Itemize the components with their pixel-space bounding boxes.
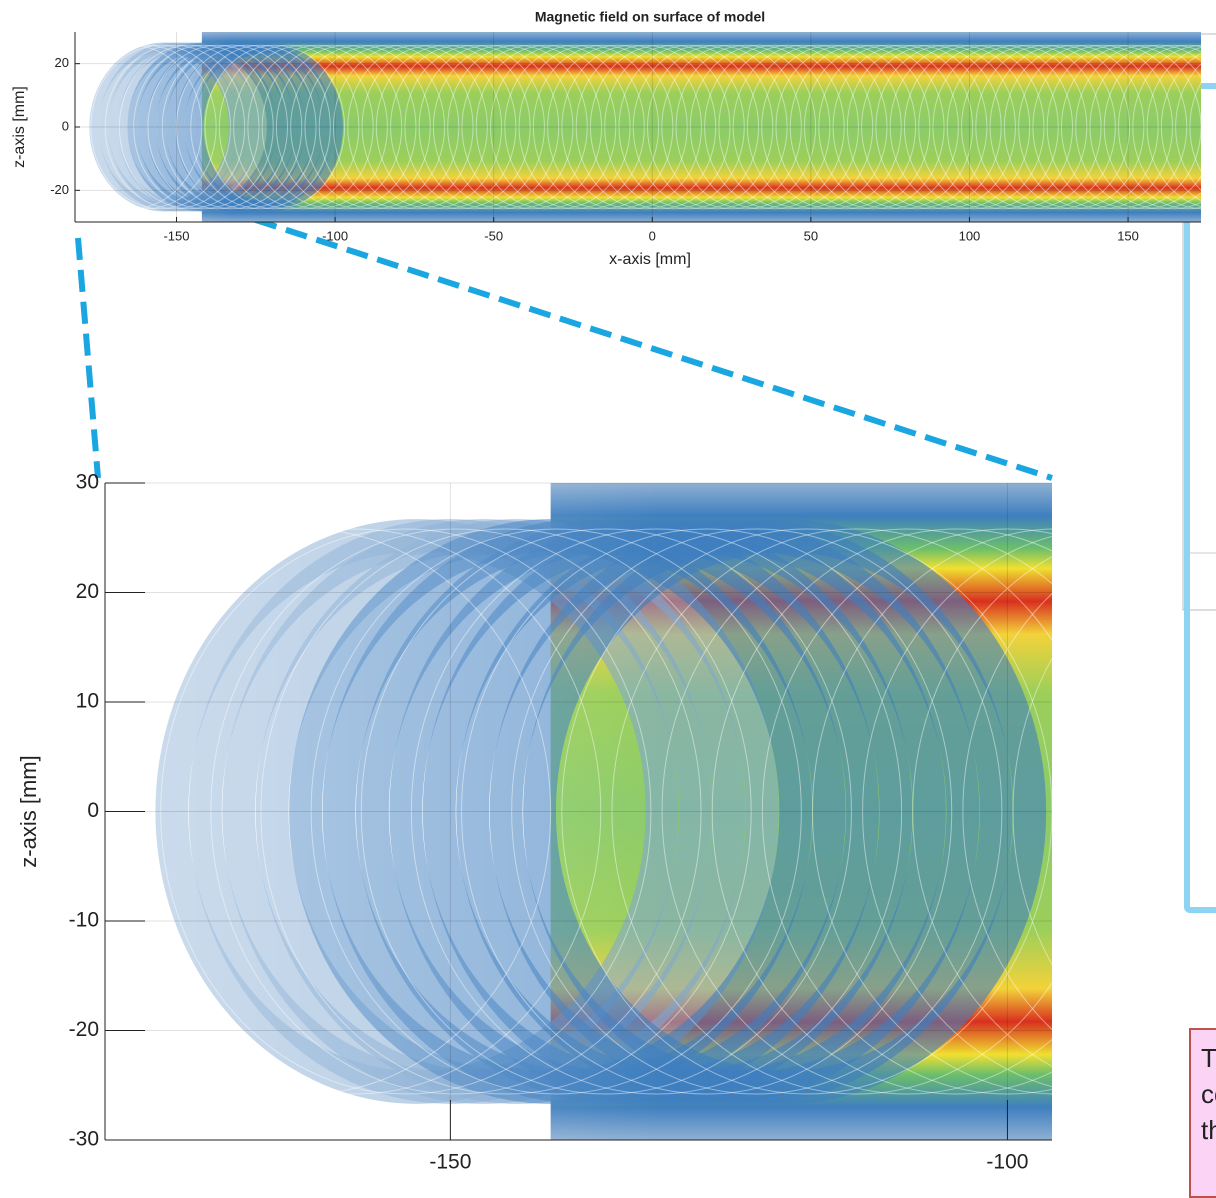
zoom-connector bbox=[78, 238, 98, 478]
y-tick-label: 10 bbox=[76, 690, 99, 713]
x-tick-label: 50 bbox=[804, 228, 818, 243]
note-line: co bbox=[1201, 1076, 1216, 1112]
x-tick-label: 150 bbox=[1117, 228, 1139, 243]
note-box: Thcoth bbox=[1189, 1028, 1216, 1198]
note-line: th bbox=[1201, 1112, 1216, 1148]
y-tick-label: 20 bbox=[55, 55, 69, 70]
plot: -20 0 20 -150 -100 -50 0 50 100 150 Magnetic field… bbox=[11, 9, 1216, 269]
x-tick-label: -150 bbox=[163, 228, 189, 243]
x-tick-label: -100 bbox=[986, 1151, 1028, 1174]
y-axis-label: z-axis [mm] bbox=[11, 86, 28, 168]
x-tick-label: -50 bbox=[484, 228, 503, 243]
y-tick-label: -10 bbox=[69, 909, 99, 932]
y-tick-label: 0 bbox=[62, 118, 69, 133]
x-tick-label: 100 bbox=[959, 228, 981, 243]
y-tick-label: 20 bbox=[76, 580, 99, 603]
y-tick-label: -20 bbox=[50, 182, 69, 197]
y-tick-label: -30 bbox=[69, 1128, 99, 1151]
figure: -20020-150-100-50050100150Magnetic field… bbox=[0, 0, 1216, 1189]
y-axis-label: z-axis [mm] bbox=[16, 755, 41, 867]
x-tick-label: -150 bbox=[429, 1151, 471, 1174]
y-tick-label: -20 bbox=[69, 1018, 99, 1041]
x-tick-label: 0 bbox=[649, 228, 656, 243]
note-line: Th bbox=[1201, 1040, 1216, 1076]
chart-title: Magnetic field on surface of model bbox=[535, 9, 765, 25]
zoom-connector bbox=[225, 210, 1052, 478]
x-axis-label: x-axis [mm] bbox=[609, 251, 691, 268]
page: {"chart_data": [ {"type": "surface", "ti… bbox=[0, 0, 1216, 1189]
x-tick-label: -100 bbox=[322, 228, 348, 243]
y-tick-label: 0 bbox=[87, 799, 99, 822]
y-tick-label: 30 bbox=[76, 471, 99, 494]
